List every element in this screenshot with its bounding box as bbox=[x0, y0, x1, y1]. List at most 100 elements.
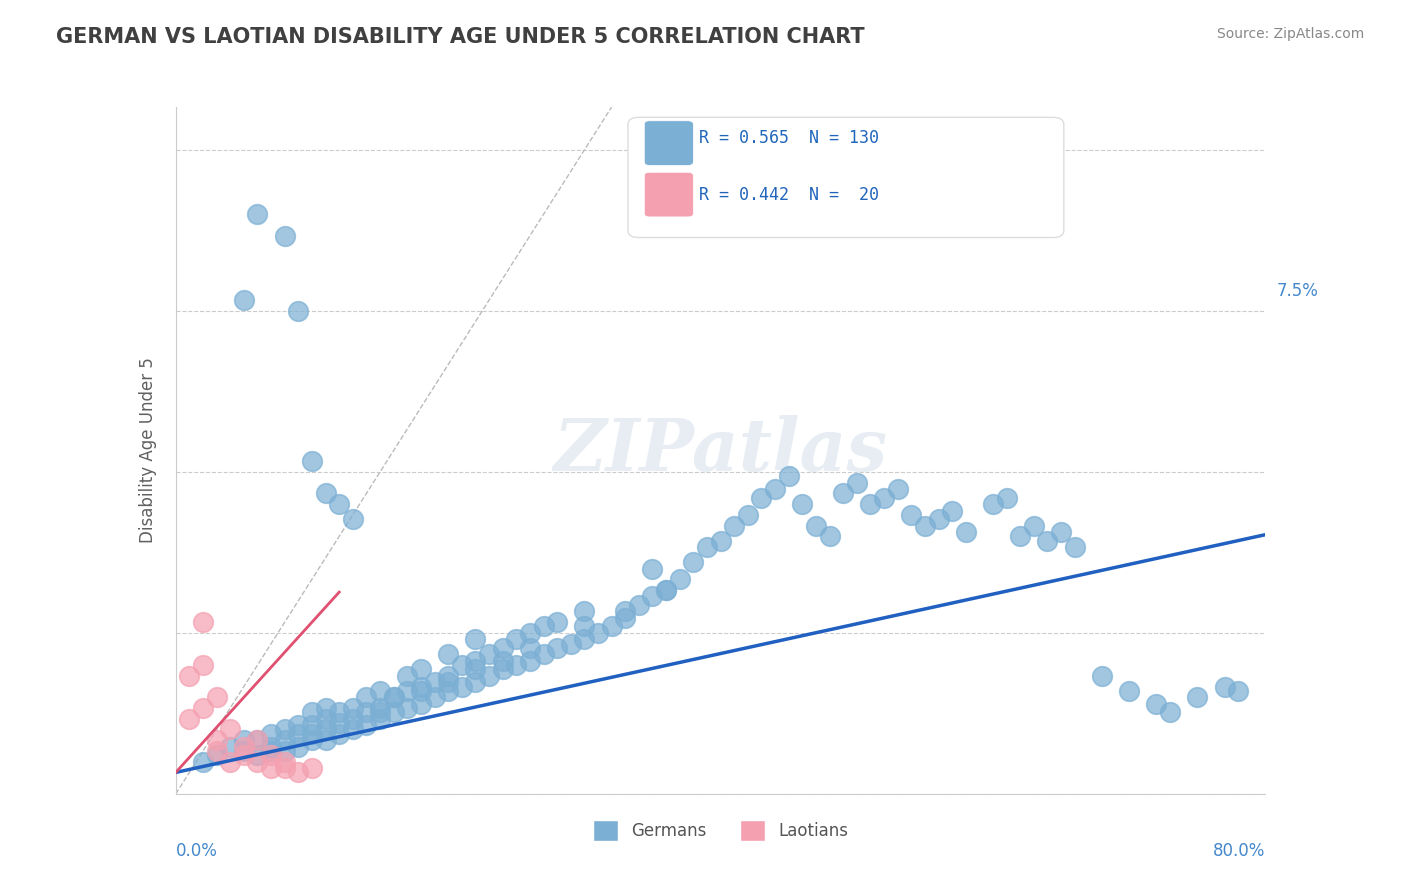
Point bbox=[981, 497, 1004, 511]
Point bbox=[955, 524, 977, 539]
Point bbox=[614, 611, 637, 625]
Text: R = 0.565  N = 130: R = 0.565 N = 130 bbox=[699, 129, 879, 147]
Point bbox=[437, 675, 460, 690]
Point bbox=[1159, 706, 1181, 720]
Text: 7.5%: 7.5% bbox=[1277, 282, 1319, 300]
Point bbox=[179, 712, 201, 726]
Point bbox=[191, 658, 214, 673]
Point bbox=[710, 533, 733, 548]
Point bbox=[232, 733, 254, 747]
Point bbox=[533, 619, 555, 633]
Point bbox=[409, 662, 432, 676]
Point bbox=[450, 680, 472, 694]
Point bbox=[328, 706, 350, 720]
Point bbox=[246, 207, 269, 221]
Point bbox=[641, 561, 664, 575]
Point bbox=[409, 683, 432, 698]
FancyBboxPatch shape bbox=[628, 118, 1064, 237]
Point bbox=[232, 739, 254, 754]
Point bbox=[1063, 540, 1085, 554]
Text: GERMAN VS LAOTIAN DISABILITY AGE UNDER 5 CORRELATION CHART: GERMAN VS LAOTIAN DISABILITY AGE UNDER 5… bbox=[56, 27, 865, 46]
Point bbox=[260, 744, 283, 758]
Point bbox=[464, 654, 486, 668]
Point bbox=[778, 469, 800, 483]
Point bbox=[382, 706, 405, 720]
Point bbox=[586, 626, 609, 640]
Point bbox=[219, 739, 242, 754]
Point bbox=[356, 706, 378, 720]
FancyBboxPatch shape bbox=[644, 172, 693, 217]
Point bbox=[845, 475, 868, 490]
Point bbox=[382, 690, 405, 705]
Point bbox=[205, 748, 228, 763]
Point bbox=[382, 690, 405, 705]
Point bbox=[682, 555, 704, 569]
Text: 0.0%: 0.0% bbox=[176, 842, 218, 860]
Point bbox=[274, 744, 297, 758]
Point bbox=[342, 723, 364, 737]
Point bbox=[260, 761, 283, 775]
Text: 80.0%: 80.0% bbox=[1213, 842, 1265, 860]
Point bbox=[751, 491, 773, 505]
Point bbox=[804, 518, 827, 533]
Point bbox=[409, 697, 432, 711]
Point bbox=[409, 680, 432, 694]
Point bbox=[396, 701, 419, 715]
Point bbox=[287, 727, 309, 741]
Point bbox=[478, 648, 501, 662]
Point bbox=[464, 662, 486, 676]
Point bbox=[668, 572, 690, 586]
Point bbox=[696, 540, 718, 554]
Point bbox=[315, 486, 337, 500]
Point bbox=[301, 718, 323, 732]
Point bbox=[886, 482, 908, 496]
Text: ZIPatlas: ZIPatlas bbox=[554, 415, 887, 486]
Point bbox=[342, 512, 364, 526]
Point bbox=[1187, 690, 1209, 705]
Point bbox=[246, 733, 269, 747]
Point bbox=[641, 590, 664, 604]
Point bbox=[368, 706, 391, 720]
Point bbox=[519, 654, 541, 668]
Point bbox=[315, 723, 337, 737]
Point bbox=[342, 712, 364, 726]
Point bbox=[574, 632, 596, 647]
Point bbox=[287, 765, 309, 780]
Point bbox=[1091, 669, 1114, 683]
Point bbox=[246, 755, 269, 769]
Point bbox=[274, 761, 297, 775]
Point bbox=[368, 701, 391, 715]
Point bbox=[505, 632, 527, 647]
Point bbox=[450, 658, 472, 673]
Point bbox=[396, 669, 419, 683]
Point bbox=[328, 716, 350, 731]
Point bbox=[737, 508, 759, 522]
Point bbox=[492, 640, 515, 655]
Point bbox=[1144, 697, 1167, 711]
Point bbox=[356, 690, 378, 705]
Point bbox=[205, 733, 228, 747]
Point bbox=[315, 701, 337, 715]
Point bbox=[423, 675, 446, 690]
Point bbox=[763, 482, 786, 496]
Point bbox=[328, 497, 350, 511]
Point bbox=[574, 619, 596, 633]
Point bbox=[232, 748, 254, 763]
Point bbox=[492, 662, 515, 676]
Point bbox=[437, 683, 460, 698]
Point bbox=[995, 491, 1018, 505]
Point bbox=[928, 512, 950, 526]
Point bbox=[574, 604, 596, 618]
Point bbox=[274, 733, 297, 747]
Point bbox=[232, 293, 254, 308]
Point bbox=[519, 640, 541, 655]
Point bbox=[274, 723, 297, 737]
Point bbox=[505, 658, 527, 673]
Point bbox=[342, 701, 364, 715]
Point bbox=[437, 648, 460, 662]
Point bbox=[356, 718, 378, 732]
Point bbox=[301, 727, 323, 741]
Point bbox=[191, 615, 214, 630]
Point bbox=[464, 675, 486, 690]
Point bbox=[723, 518, 745, 533]
